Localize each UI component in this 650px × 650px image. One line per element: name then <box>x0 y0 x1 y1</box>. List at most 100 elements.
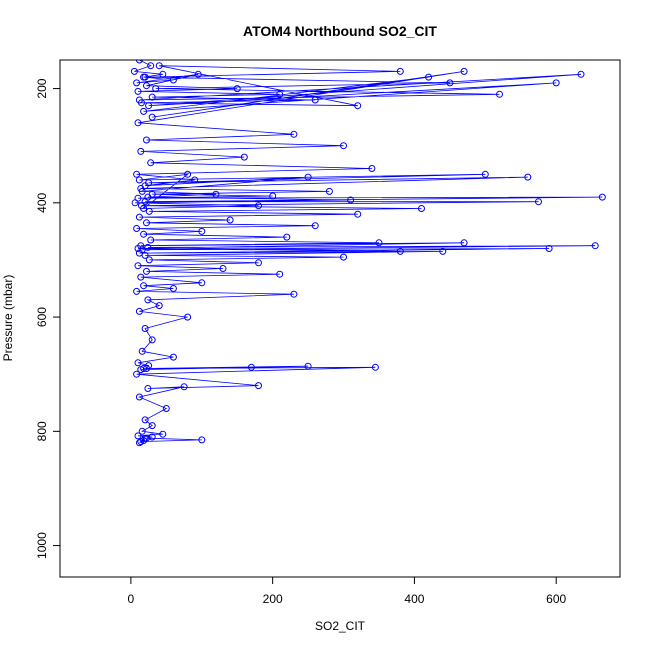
data-point <box>133 170 141 178</box>
data-point <box>143 82 150 90</box>
data-point <box>155 62 163 70</box>
data-point <box>496 90 503 98</box>
data-point <box>152 85 160 93</box>
data-point <box>290 290 298 298</box>
data-point <box>134 359 142 367</box>
x-tick-label: 0 <box>128 592 135 606</box>
x-tick-label: 600 <box>546 592 566 606</box>
data-point <box>255 259 262 267</box>
data-point <box>135 307 143 315</box>
data-point <box>396 247 404 255</box>
data-point <box>191 176 199 184</box>
chart-title: ATOM4 Northbound SO2_CIT <box>243 23 437 39</box>
data-point <box>135 439 143 447</box>
data-point <box>290 130 298 138</box>
x-tick-label: 400 <box>404 592 424 606</box>
data-point <box>169 353 177 361</box>
data-point <box>138 202 145 210</box>
y-tick-label: 1000 <box>35 532 49 559</box>
data-point <box>591 242 599 250</box>
data-point <box>133 370 141 378</box>
x-axis-label: SO2_CIT <box>315 619 366 633</box>
data-point <box>137 273 145 281</box>
data-point <box>396 67 404 75</box>
data-point <box>481 170 489 178</box>
series-group <box>130 60 606 447</box>
data-point <box>460 67 468 75</box>
data-point <box>134 119 142 127</box>
data-point <box>212 190 220 198</box>
y-axis-label: Pressure (mbar) <box>1 275 15 362</box>
data-point <box>577 70 585 78</box>
data-point <box>134 262 142 270</box>
data-point <box>134 432 142 440</box>
data-point <box>418 205 425 212</box>
data-point <box>425 73 433 81</box>
data-point <box>255 202 262 210</box>
data-point <box>147 62 155 70</box>
data-point <box>247 363 255 371</box>
data-point <box>147 236 155 244</box>
data-point <box>148 113 156 121</box>
y-tick-label: 200 <box>35 78 49 98</box>
data-point <box>144 385 152 392</box>
data-point <box>552 79 560 87</box>
data-point <box>140 282 148 290</box>
data-point <box>141 251 149 259</box>
data-point <box>439 247 447 255</box>
data-point <box>133 79 141 87</box>
data-point <box>354 102 362 110</box>
data-point <box>140 107 148 115</box>
y-tick-label: 800 <box>35 421 49 441</box>
y-axis: 200 400 600 800 1000 <box>35 78 60 559</box>
data-point <box>140 365 148 372</box>
data-point <box>135 96 143 104</box>
data-point <box>148 336 156 344</box>
data-point <box>145 179 153 187</box>
data-point <box>130 67 138 75</box>
data-point <box>311 96 319 104</box>
data-point <box>143 136 150 144</box>
data-point <box>141 325 149 332</box>
y-tick-label: 400 <box>35 192 49 212</box>
data-point <box>535 198 542 206</box>
x-tick-label: 200 <box>263 592 283 606</box>
x-axis: 0 200 400 600 <box>128 577 567 606</box>
data-point <box>135 393 143 401</box>
data-point <box>137 185 145 192</box>
data-point <box>141 73 149 81</box>
data-point <box>325 187 333 195</box>
data-point <box>311 222 319 230</box>
data-point <box>233 85 241 93</box>
data-point <box>169 76 177 84</box>
data-point <box>371 363 379 371</box>
data-point <box>138 427 146 435</box>
data-point <box>147 159 155 167</box>
data-point <box>145 207 153 215</box>
data-point <box>155 302 163 310</box>
data-point <box>304 173 312 181</box>
data-point <box>140 230 148 238</box>
data-point <box>545 245 553 252</box>
data-point <box>159 70 167 78</box>
data-point <box>148 190 156 198</box>
data-point <box>446 79 454 87</box>
data-point <box>134 245 142 252</box>
data-point <box>140 437 148 444</box>
data-point <box>162 405 170 412</box>
data-point <box>460 239 468 247</box>
data-layer <box>130 60 606 447</box>
data-point <box>180 383 188 391</box>
data-point <box>145 102 153 110</box>
data-point <box>134 194 142 202</box>
data-point <box>137 147 145 155</box>
data-point <box>184 170 192 178</box>
data-point <box>135 60 143 64</box>
data-point <box>340 253 347 261</box>
data-point <box>240 153 248 161</box>
data-point <box>347 196 355 204</box>
data-point <box>340 142 347 150</box>
y-tick-label: 600 <box>35 307 49 327</box>
data-point <box>375 239 383 247</box>
